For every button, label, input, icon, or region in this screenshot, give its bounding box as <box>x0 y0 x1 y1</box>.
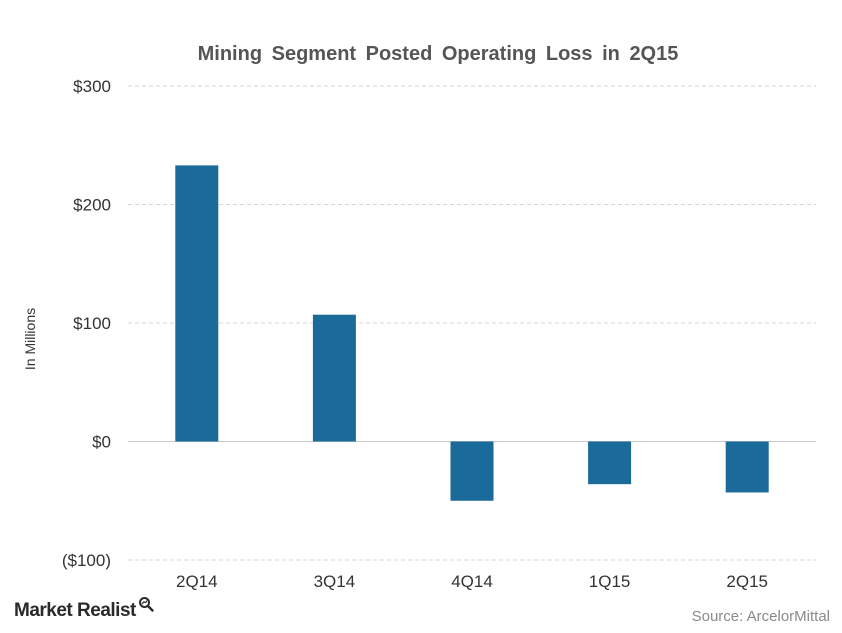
bars <box>175 165 769 501</box>
y-axis-ticks: $300 $200 $100 $0 ($100) <box>62 77 111 570</box>
y-tick-label: ($100) <box>62 551 111 570</box>
bar-1q15 <box>588 441 632 485</box>
y-tick-label: $0 <box>92 433 111 452</box>
x-tick-label: 3Q14 <box>314 572 356 591</box>
y-tick-label: $100 <box>73 314 111 333</box>
bar-3q14 <box>312 314 356 442</box>
x-axis-ticks: 2Q14 3Q14 4Q14 1Q15 2Q15 <box>176 572 768 591</box>
brand-name: Market Realist <box>14 600 136 621</box>
source-note: Source: ArcelorMittal <box>691 608 830 625</box>
brand-logo: Market Realist <box>14 597 154 622</box>
x-tick-label: 2Q15 <box>726 572 768 591</box>
y-tick-label: $200 <box>73 196 111 215</box>
bar-2q15 <box>725 441 769 493</box>
y-tick-label: $300 <box>73 77 111 96</box>
x-tick-label: 1Q15 <box>589 572 631 591</box>
x-tick-label: 4Q14 <box>451 572 493 591</box>
y-axis-label: In Millions <box>22 308 38 370</box>
magnifier-icon <box>138 596 154 618</box>
bar-4q14 <box>450 441 494 501</box>
bar-2q14 <box>175 165 219 442</box>
chart-title: Mining Segment Posted Operating Loss in … <box>198 43 679 65</box>
x-tick-label: 2Q14 <box>176 572 218 591</box>
